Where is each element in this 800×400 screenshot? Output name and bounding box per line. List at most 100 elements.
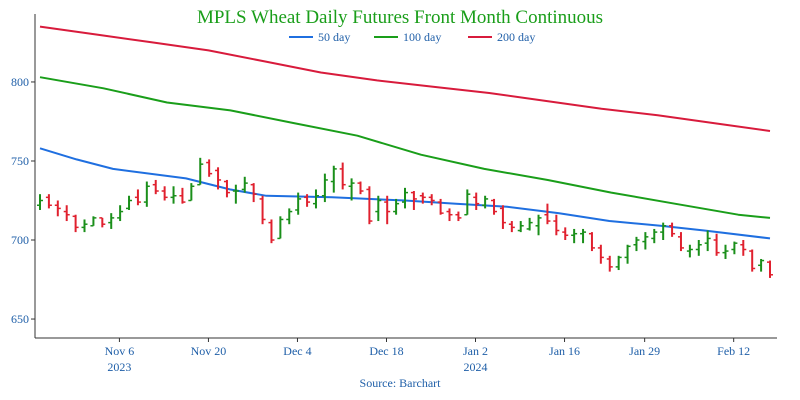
- x-tick-label: Dec 4: [283, 344, 311, 358]
- x-tick-label: Jan 2: [463, 344, 488, 358]
- price-bar: [366, 186, 373, 225]
- price-bar: [597, 244, 604, 264]
- price-bar: [669, 222, 676, 237]
- price-bars: [37, 157, 773, 278]
- ma-line-100-day: [39, 76, 771, 219]
- y-tick-label: 700: [11, 233, 29, 247]
- x-tick-label: Nov 20: [191, 344, 227, 358]
- x-tick-year-label: 2024: [464, 360, 488, 374]
- price-bar: [72, 214, 79, 233]
- ma-line-200-day: [39, 25, 771, 132]
- price-bar: [45, 194, 52, 209]
- price-bar: [286, 208, 293, 225]
- price-bar: [393, 198, 400, 215]
- price-bar: [54, 200, 61, 217]
- price-bar: [633, 236, 640, 252]
- price-bar: [63, 205, 70, 222]
- source-label: Source: Barchart: [360, 376, 442, 390]
- price-bar: [126, 195, 133, 210]
- price-bar: [188, 183, 195, 202]
- price-bar: [767, 260, 773, 278]
- price-bar: [553, 214, 560, 236]
- x-tick-label: Nov 6: [105, 344, 135, 358]
- price-bar: [277, 216, 284, 240]
- price-bar: [402, 187, 408, 209]
- price-bar: [161, 186, 168, 201]
- price-bar: [99, 217, 106, 228]
- price-bar: [179, 187, 186, 204]
- price-bar: [304, 194, 311, 207]
- price-bar: [37, 194, 43, 210]
- price-bar: [215, 167, 222, 190]
- price-bar: [170, 186, 177, 204]
- price-bar: [428, 194, 435, 206]
- price-bar: [375, 195, 382, 222]
- axes: 650 700 750 800 Nov 6 2023 Nov 20 Dec 4 Dec 18 Ja…: [11, 14, 777, 374]
- price-bar: [758, 258, 765, 272]
- price-bar: [491, 198, 498, 215]
- legend-label: 100 day: [403, 30, 441, 44]
- price-bar: [108, 213, 115, 229]
- price-bar: [624, 244, 631, 264]
- price-bar: [446, 208, 453, 222]
- price-bar: [517, 221, 524, 233]
- price-bar: [143, 181, 150, 207]
- price-bar: [642, 232, 649, 250]
- y-tick-label: 800: [11, 75, 29, 89]
- price-bar: [686, 244, 693, 258]
- price-bar: [134, 189, 141, 206]
- y-tick-label: 750: [11, 154, 29, 168]
- price-bar: [197, 157, 204, 186]
- price-bar: [651, 228, 658, 244]
- price-bar: [339, 162, 346, 190]
- price-bar: [571, 228, 578, 244]
- price-bar: [152, 179, 159, 195]
- price-bar: [117, 205, 124, 222]
- price-bar: [588, 232, 595, 252]
- price-bar: [410, 191, 417, 210]
- price-bar: [419, 192, 426, 204]
- price-bar: [455, 211, 462, 222]
- price-bar: [526, 217, 533, 231]
- price-bar: [321, 173, 328, 203]
- price-bar: [473, 192, 480, 210]
- price-bar: [90, 216, 97, 227]
- price-bar: [312, 189, 319, 209]
- price-bar: [606, 255, 613, 272]
- chart-title: MPLS Wheat Daily Futures Front Month Con…: [197, 7, 603, 28]
- legend-label: 200 day: [497, 30, 535, 44]
- price-bar: [295, 192, 302, 215]
- legend: 50 day 100 day 200 day: [289, 30, 535, 44]
- price-bar: [580, 228, 587, 244]
- price-bar: [330, 165, 337, 193]
- price-bar: [713, 233, 720, 256]
- price-bar: [464, 189, 471, 216]
- price-bar: [268, 219, 275, 244]
- price-bar: [749, 249, 756, 272]
- price-bar: [722, 244, 729, 259]
- price-bar: [508, 221, 515, 233]
- x-tick-label: Feb 12: [717, 344, 750, 358]
- price-bar: [544, 203, 551, 225]
- price-bar: [482, 195, 489, 209]
- price-bar: [241, 176, 248, 193]
- price-bar: [695, 240, 702, 256]
- x-tick-label: Jan 29: [629, 344, 660, 358]
- x-tick-label: Jan 16: [549, 344, 580, 358]
- x-tick-label: Dec 18: [369, 344, 403, 358]
- legend-label: 50 day: [318, 30, 350, 44]
- price-bar: [232, 184, 239, 204]
- price-bar: [535, 214, 542, 236]
- x-tick-year-label: 2023: [107, 360, 131, 374]
- price-bar: [437, 198, 444, 215]
- price-bar: [81, 219, 88, 233]
- price-bar: [731, 241, 738, 255]
- price-bar: [499, 205, 506, 229]
- price-bar: [259, 195, 266, 225]
- price-bar: [740, 240, 747, 256]
- price-bar: [206, 159, 213, 177]
- price-bar: [615, 255, 622, 271]
- y-tick-label: 650: [11, 312, 29, 326]
